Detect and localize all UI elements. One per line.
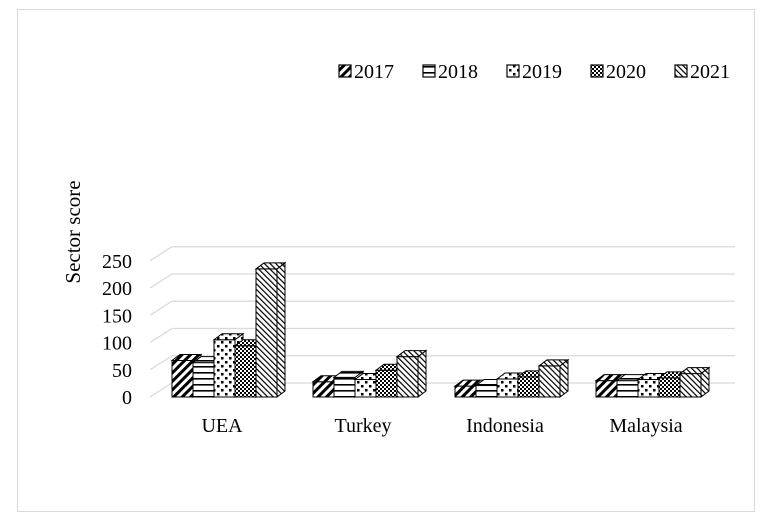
legend-label: 2021 (690, 61, 730, 83)
bar-front (616, 380, 639, 398)
bar-front (171, 359, 194, 398)
bar-top (332, 370, 365, 378)
bar-top (170, 353, 203, 361)
bar-front (658, 377, 681, 398)
bar-uea-2021 (254, 261, 287, 398)
bar-front (396, 356, 419, 398)
legend-label: 2020 (606, 61, 646, 83)
bar-front (679, 373, 702, 398)
bar-front (333, 376, 356, 398)
legend: 2017 2018 2019 2020 2021 (338, 61, 730, 83)
bar-front (375, 369, 398, 398)
x-tick-label: Turkey (334, 415, 391, 437)
gridline-depth (149, 300, 173, 316)
legend-swatch (674, 64, 688, 78)
bar-front (496, 378, 519, 398)
y-tick-label: 150 (102, 305, 132, 327)
bar-front (538, 365, 561, 398)
y-tick-label: 50 (112, 360, 132, 382)
legend-item: 2017 (338, 61, 394, 83)
bar-front (517, 376, 540, 398)
bar-front (312, 381, 335, 398)
bar-front (595, 380, 618, 398)
legend-label: 2017 (354, 61, 394, 83)
bar-top (678, 367, 711, 375)
bar-front (213, 339, 236, 398)
y-axis-label: Sector score (61, 180, 85, 283)
gridline-depth (149, 273, 173, 289)
gridline-depth (149, 246, 173, 262)
gridline-depth (149, 382, 173, 398)
bar-front (454, 385, 477, 398)
x-tick-label: Malaysia (609, 415, 682, 437)
bar-front (475, 385, 498, 398)
y-tick-label: 100 (102, 333, 132, 355)
x-axis-labels: UEA Turkey Indonesia Malaysia (201, 415, 682, 437)
gridline-depth (149, 355, 173, 371)
chart-frame (17, 9, 755, 512)
legend-item: 2020 (590, 61, 646, 83)
bars (170, 261, 711, 398)
bar-indonesia-2021 (537, 358, 570, 398)
y-tick-label: 0 (122, 387, 132, 409)
bar-top (254, 262, 287, 270)
legend-item: 2019 (506, 61, 562, 83)
bar-side (276, 261, 286, 398)
legend-swatch (422, 64, 436, 78)
x-tick-label: Indonesia (466, 415, 544, 437)
bar-front (637, 379, 660, 398)
legend-label: 2019 (522, 61, 562, 83)
x-tick-label: UEA (201, 415, 243, 437)
y-tick-label: 250 (102, 251, 132, 273)
bar-malaysia-2021 (678, 366, 711, 398)
bar-top (212, 333, 245, 341)
legend-item: 2018 (422, 61, 478, 83)
y-tick-label: 200 (102, 278, 132, 300)
bar-top (395, 350, 428, 358)
bar-front (255, 268, 278, 398)
bar-side (417, 349, 427, 398)
legend-item: 2021 (674, 61, 730, 83)
y-axis-ticks: 0 50 100 150 200 250 (102, 251, 132, 409)
bar-front (354, 379, 377, 398)
legend-swatch (506, 64, 520, 78)
bar-front (234, 345, 257, 398)
bar-front (192, 362, 215, 398)
bar-turkey-2021 (395, 349, 428, 398)
legend-swatch (590, 64, 604, 78)
legend-swatch (338, 64, 352, 78)
gridline-depth (149, 327, 173, 344)
bar-top (537, 359, 570, 367)
legend-label: 2018 (438, 61, 478, 83)
